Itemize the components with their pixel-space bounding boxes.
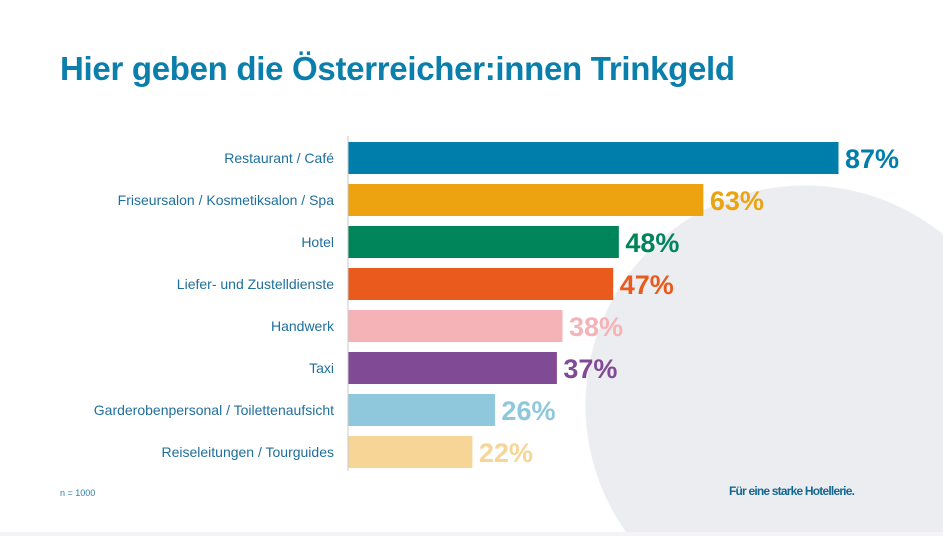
category-label: Hotel xyxy=(301,234,334,250)
footer-divider xyxy=(0,532,943,536)
bar xyxy=(348,436,473,468)
category-label: Reiseleitungen / Tourguides xyxy=(161,444,334,460)
value-label: 22% xyxy=(479,438,533,468)
sample-size-note: n = 1000 xyxy=(60,488,96,498)
value-label: 37% xyxy=(563,354,617,384)
bar xyxy=(348,310,563,342)
category-label: Liefer- und Zustelldienste xyxy=(177,276,334,292)
bar xyxy=(348,394,495,426)
bar xyxy=(348,268,614,300)
category-label: Garderobenpersonal / Toilettenaufsicht xyxy=(94,402,334,418)
slogan-logo: Für eine starke Hotellerie. xyxy=(729,484,855,498)
bar xyxy=(348,184,704,216)
bar xyxy=(348,226,619,258)
page-title: Hier geben die Österreicher:innen Trinkg… xyxy=(60,50,735,87)
bar xyxy=(348,352,557,384)
value-label: 47% xyxy=(620,270,674,300)
category-label: Restaurant / Café xyxy=(224,150,334,166)
bar xyxy=(348,142,839,174)
value-label: 87% xyxy=(845,144,899,174)
value-label: 48% xyxy=(625,228,679,258)
category-label: Friseursalon / Kosmetiksalon / Spa xyxy=(118,192,335,208)
value-label: 63% xyxy=(710,186,764,216)
category-label: Taxi xyxy=(309,360,334,376)
value-label: 26% xyxy=(501,396,555,426)
category-label: Handwerk xyxy=(271,318,335,334)
value-label: 38% xyxy=(569,312,623,342)
